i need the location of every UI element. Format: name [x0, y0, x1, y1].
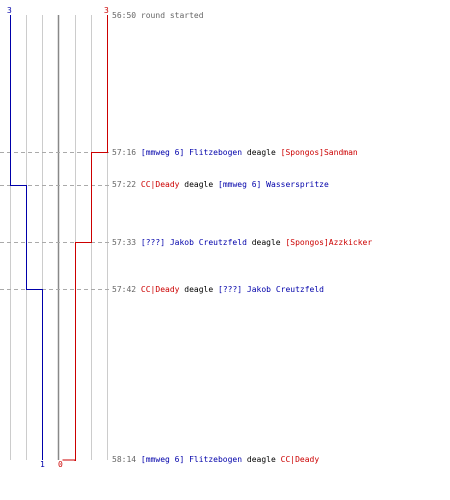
victim-name: CC|Deady	[280, 455, 320, 464]
blue-team-line	[10, 15, 43, 460]
event-time: 56:50	[112, 11, 137, 20]
event-note: round started	[140, 11, 204, 20]
event-row: 57:16 [mmweg 6] Flitzebogen deagle [Spon…	[112, 148, 358, 158]
weapon-name: deagle	[184, 180, 214, 189]
red-team-line	[74, 15, 108, 461]
event-time: 57:42	[112, 285, 137, 294]
victim-name: [???] Jakob Creutzfeld	[218, 285, 324, 294]
grid-lines	[10, 15, 108, 460]
event-row: 57:42 CC|Deady deagle [???] Jakob Creutz…	[112, 285, 324, 295]
killer-name: [mmweg 6] Flitzebogen	[140, 455, 243, 464]
victim-name: [Spongos]Sandman	[280, 148, 358, 157]
event-time: 57:16	[112, 148, 137, 157]
event-row: 57:33 [???] Jakob Creutzfeld deagle [Spo…	[112, 238, 372, 248]
event-time: 57:33	[112, 238, 137, 247]
event-time: 57:22	[112, 180, 137, 189]
killer-name: [mmweg 6] Flitzebogen	[140, 148, 243, 157]
red-start-count: 3	[104, 6, 109, 15]
blue-start-count: 3	[7, 6, 12, 15]
victim-name: [mmweg 6] Wasserspritze	[218, 180, 329, 189]
killer-name: CC|Deady	[140, 180, 180, 189]
event-row: 57:22 CC|Deady deagle [mmweg 6] Wassersp…	[112, 180, 329, 190]
red-end-count: 0	[58, 460, 63, 469]
killer-name: [???] Jakob Creutzfeld	[140, 238, 247, 247]
event-guide-lines	[0, 152, 110, 290]
event-row: 56:50 round started	[112, 11, 204, 21]
victim-name: [Spongos]Azzkicker	[285, 238, 373, 247]
team-step-lines	[10, 15, 108, 461]
blue-end-count: 1	[40, 460, 45, 469]
weapon-name: deagle	[246, 148, 276, 157]
weapon-name: deagle	[251, 238, 281, 247]
event-row: 58:14 [mmweg 6] Flitzebogen deagle CC|De…	[112, 455, 319, 465]
weapon-name: deagle	[246, 455, 276, 464]
weapon-name: deagle	[184, 285, 214, 294]
event-time: 58:14	[112, 455, 137, 464]
killer-name: CC|Deady	[140, 285, 180, 294]
